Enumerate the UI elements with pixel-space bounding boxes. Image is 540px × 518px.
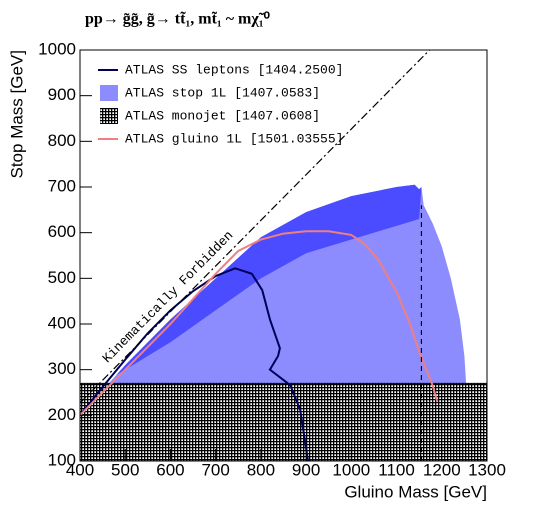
legend-swatch — [100, 85, 118, 101]
excluded-band — [116, 184, 422, 376]
x-tick-label: 800 — [247, 460, 275, 479]
chart-title: pp→ g̃g̃, g̃→ tt̃₁, mt̃₁ ~ mχ̃₁⁰ — [85, 10, 271, 28]
y-tick-label: 100 — [48, 450, 76, 469]
legend-label: ATLAS monojet [1407.0608] — [125, 108, 320, 123]
y-tick-label: 800 — [48, 131, 76, 150]
x-tick-label: 1300 — [468, 460, 506, 479]
limit-line — [80, 230, 439, 417]
y-tick-label: 1000 — [38, 39, 76, 58]
plot-area — [80, 50, 487, 461]
x-tick-label: 900 — [292, 460, 320, 479]
legend-label: ATLAS stop 1L [1407.0583] — [125, 85, 320, 100]
y-tick-label: 700 — [48, 176, 76, 195]
x-tick-label: 1200 — [423, 460, 461, 479]
y-tick-label: 200 — [48, 405, 76, 424]
legend-swatch — [100, 108, 118, 124]
y-tick-label: 600 — [48, 222, 76, 241]
x-tick-label: 400 — [66, 460, 94, 479]
x-tick-label: 700 — [201, 460, 229, 479]
y-axis-label: Stop Mass [GeV] — [7, 50, 26, 179]
legend-label: ATLAS SS leptons [1404.2500] — [125, 62, 343, 77]
y-tick-label: 500 — [48, 268, 76, 287]
y-tick-label: 900 — [48, 85, 76, 104]
legend-label: ATLAS gluino 1L [1501.03555] — [125, 131, 343, 146]
frame — [79, 49, 488, 462]
y-tick-label: 300 — [48, 359, 76, 378]
x-tick-label: 500 — [111, 460, 139, 479]
x-tick-label: 1000 — [332, 460, 370, 479]
reference-line — [80, 50, 430, 404]
x-axis-label: Gluino Mass [GeV] — [344, 482, 487, 501]
excluded-region — [80, 382, 487, 461]
x-tick-label: 1100 — [378, 460, 415, 479]
y-tick-label: 400 — [48, 313, 76, 332]
x-tick-label: 600 — [156, 460, 184, 479]
